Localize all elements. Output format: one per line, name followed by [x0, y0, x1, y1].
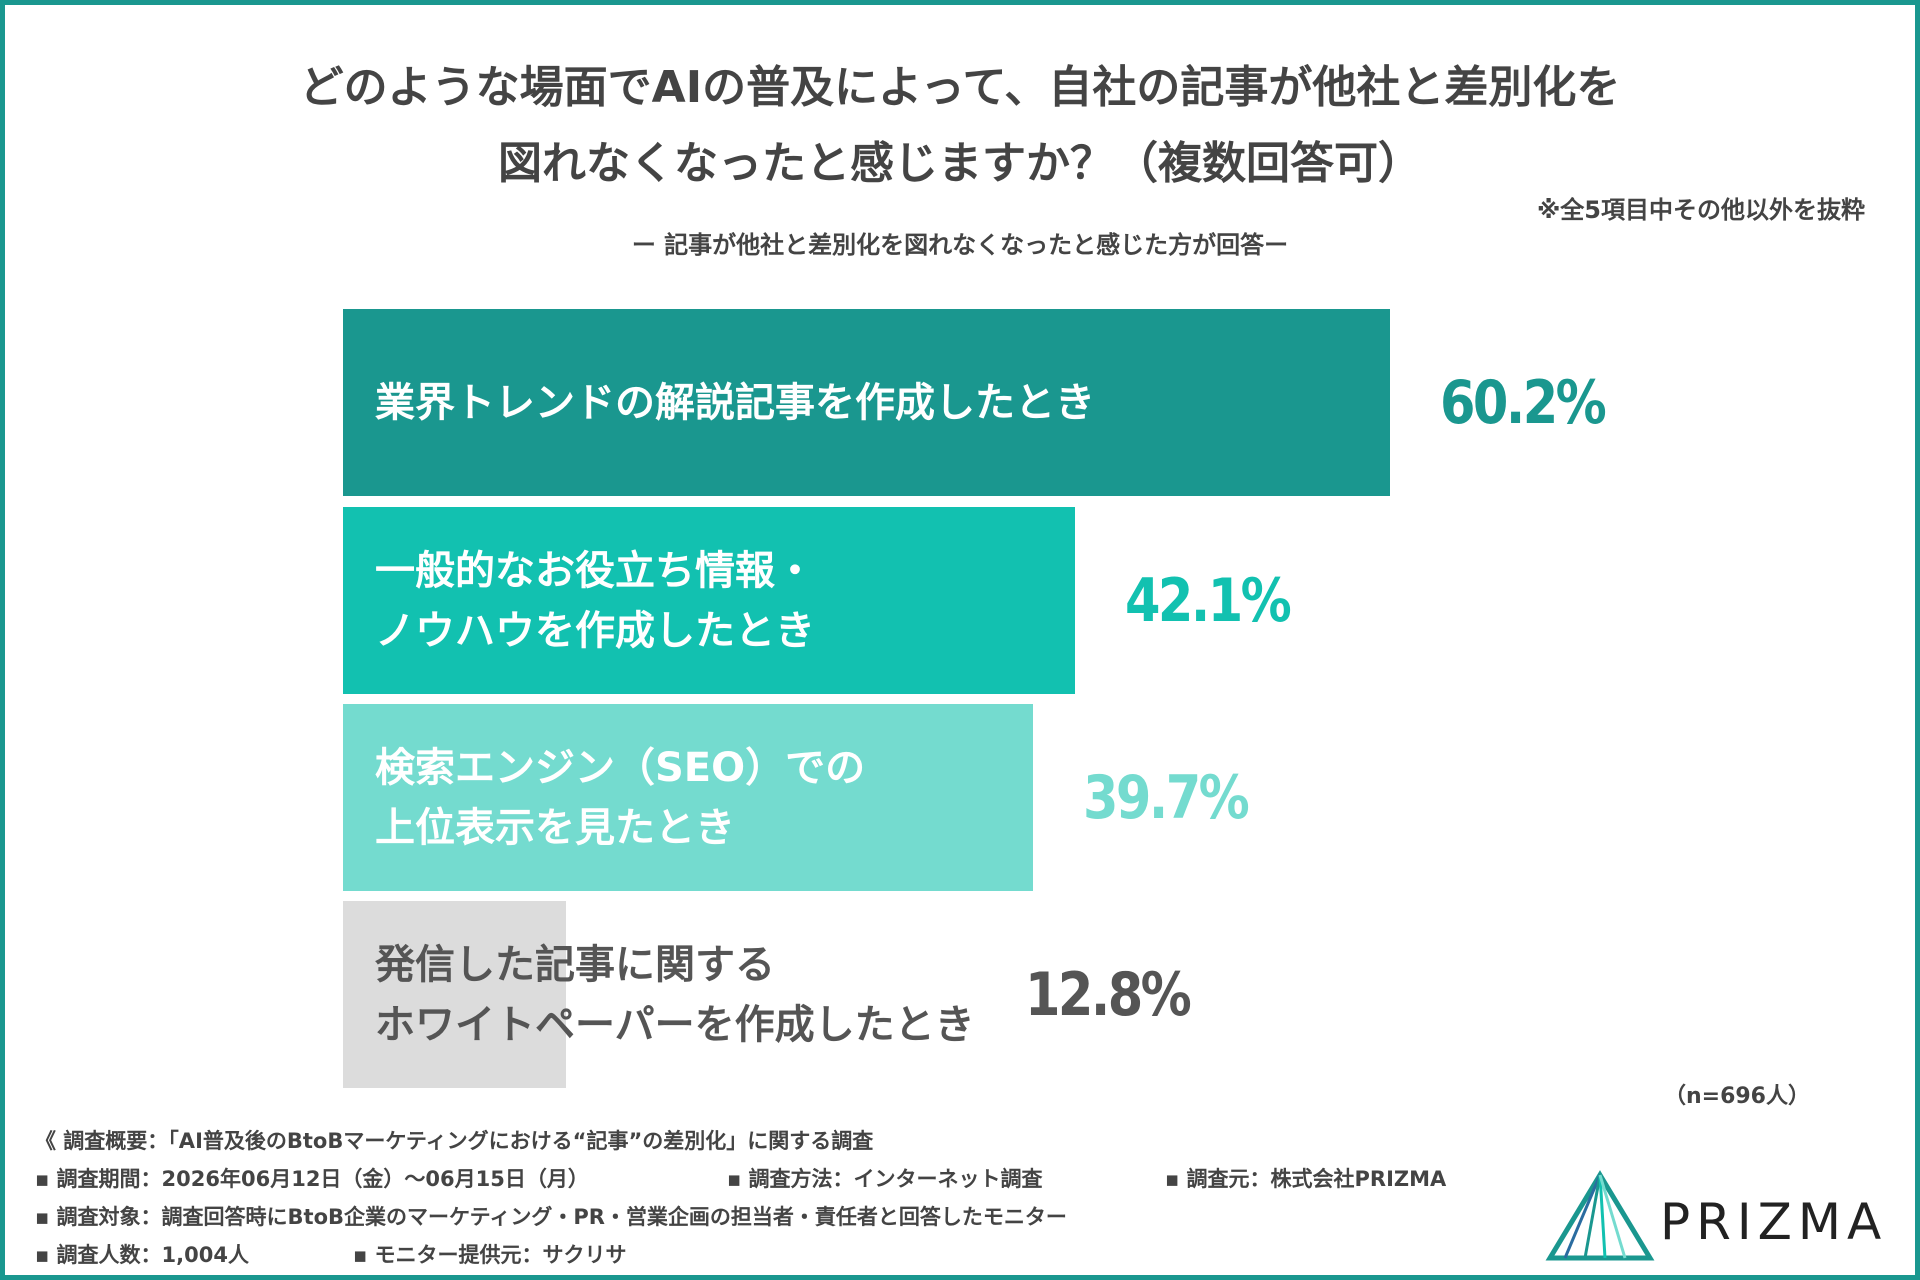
logo-text: PRIZMA	[1660, 1193, 1888, 1251]
category-label: 発信した記事に関する ホワイトペーパーを作成したとき	[375, 941, 975, 1048]
footer-text: ▪ モニター提供元：サクリサ	[353, 1243, 627, 1267]
value-label: 60.2%	[1439, 367, 1607, 438]
value-label: 39.7%	[1083, 762, 1250, 833]
value-label: 42.1%	[1125, 565, 1292, 636]
category-label: 業界トレンドの解説記事を作成したとき	[375, 379, 1095, 426]
bar	[343, 901, 566, 1088]
logo-mark	[1545, 1170, 1655, 1261]
note: ※全5項目中その他以外を抜粋	[1536, 196, 1865, 224]
subtitle: ー 記事が他社と差別化を図れなくなったと感じた方が回答ー	[631, 231, 1289, 259]
value-label: 12.8%	[1025, 959, 1192, 1030]
footer-text: ▪ 調査対象：調査回答時にBtoB企業のマーケティング・PR・営業企画の担当者・…	[35, 1205, 1067, 1229]
footer-text: ▪ 調査人数：1,004人	[35, 1243, 249, 1267]
category-label: 一般的なお役立ち情報・ ノウハウを作成したとき	[375, 547, 815, 654]
category-label: 検索エンジン（SEO）での 上位表示を見たとき	[375, 744, 866, 851]
chart-title: どのような場面でAIの普及によって、自社の記事が他社と差別化を 図れなくなったと…	[299, 62, 1621, 189]
bar	[343, 309, 1390, 496]
footer-text: ▪ 調査方法：インターネット調査	[727, 1167, 1043, 1191]
footer-text: 《 調査概要：「AI普及後のBtoBマーケティングにおける“記事”の差別化」に関…	[35, 1129, 874, 1153]
footer-text: ▪ 調査期間：2026年06月12日（金）～06月15日（月）	[35, 1167, 589, 1191]
bar	[343, 704, 1034, 891]
sample-size: （n=696人）	[1663, 1084, 1810, 1109]
footer-text: ▪ 調査元：株式会社PRIZMA	[1165, 1167, 1447, 1191]
bar	[343, 507, 1076, 694]
